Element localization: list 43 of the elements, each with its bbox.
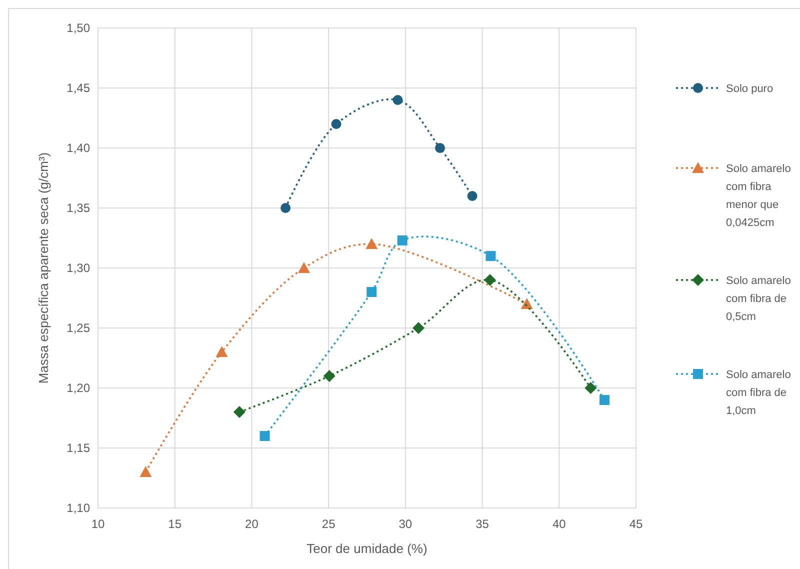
y-tick-label: 1,35	[66, 201, 90, 215]
legend-label: Solo amarelo com fibra menor que 0,0425cm	[726, 163, 791, 229]
x-tick-label: 40	[552, 517, 566, 531]
legend-label: Solo amarelo com fibra de 0,5cm	[726, 275, 791, 323]
point	[584, 382, 597, 394]
x-tick-label: 45	[629, 517, 643, 531]
y-tick-label: 1,45	[66, 81, 90, 95]
x-tick-label: 10	[91, 517, 105, 531]
y-tick-label: 1,50	[66, 21, 90, 35]
x-tick-label: 35	[476, 517, 490, 531]
x-tick-label: 25	[322, 517, 336, 531]
point	[140, 466, 152, 477]
point	[260, 431, 270, 441]
point	[435, 143, 446, 153]
point	[392, 95, 403, 105]
y-axis-title: Massa específica aparente seca (g/cm³)	[36, 152, 51, 384]
point	[366, 238, 378, 249]
point	[467, 191, 478, 201]
x-tick-label: 15	[168, 517, 182, 531]
point	[484, 274, 496, 286]
y-tick-label: 1,30	[66, 261, 90, 275]
y-tick-label: 1,15	[66, 441, 90, 455]
point	[412, 322, 424, 334]
y-tick-label: 1,40	[66, 141, 90, 155]
legend-label: Solo puro	[726, 83, 774, 95]
y-tick-label: 1,25	[66, 321, 90, 335]
point	[520, 298, 533, 309]
x-tick-label: 30	[398, 517, 412, 531]
point	[397, 235, 408, 246]
x-tick-label: 20	[245, 517, 259, 531]
point	[366, 287, 377, 297]
point	[486, 251, 496, 261]
point	[216, 346, 228, 357]
legend-label: Solo amarelo com fibra de 1,0cm	[726, 369, 791, 417]
point	[233, 406, 246, 418]
y-tick-label: 1,20	[66, 381, 90, 395]
y-tick-label: 1,10	[66, 501, 90, 515]
point	[323, 370, 336, 382]
point	[599, 395, 610, 405]
point	[331, 119, 342, 129]
point	[280, 203, 291, 213]
point	[298, 262, 310, 273]
x-axis-title: Teor de umidade (%)	[306, 541, 428, 556]
